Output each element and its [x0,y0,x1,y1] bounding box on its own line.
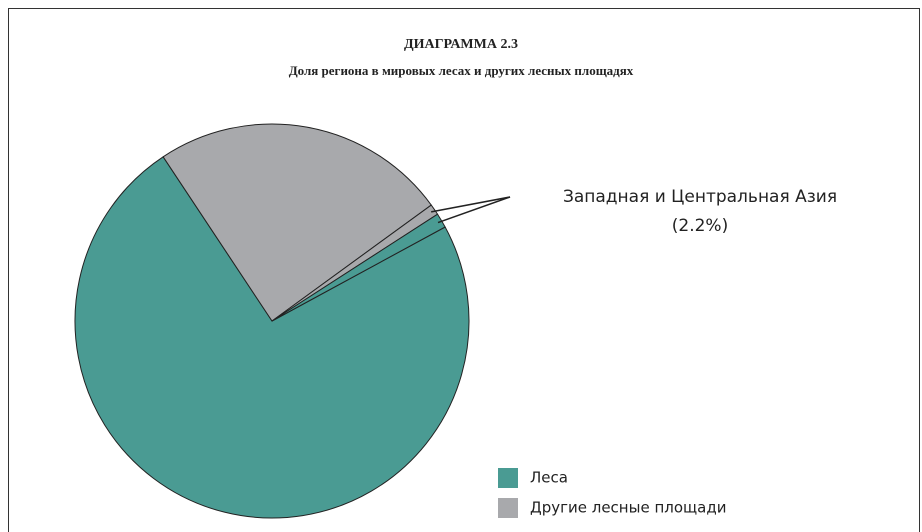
annotation-text: Западная и Центральная Азия [563,187,837,207]
pie-slice [271,213,446,322]
chart-subtitle: Доля региона в мировых лесах и других ле… [289,63,634,78]
legend-label: Леса [530,469,568,487]
legend-swatch [498,498,518,518]
chart-title: ДИАГРАММА 2.3 [404,37,518,52]
annotation-leader [431,196,511,213]
annotation-label: (2.2%) [672,216,728,236]
annotation-leader [437,196,511,224]
frame [8,8,920,532]
pie-slice [162,123,432,322]
pie-slice [74,156,470,519]
legend-label: Другие лесные площади [530,499,726,517]
legend-swatch [498,468,518,488]
